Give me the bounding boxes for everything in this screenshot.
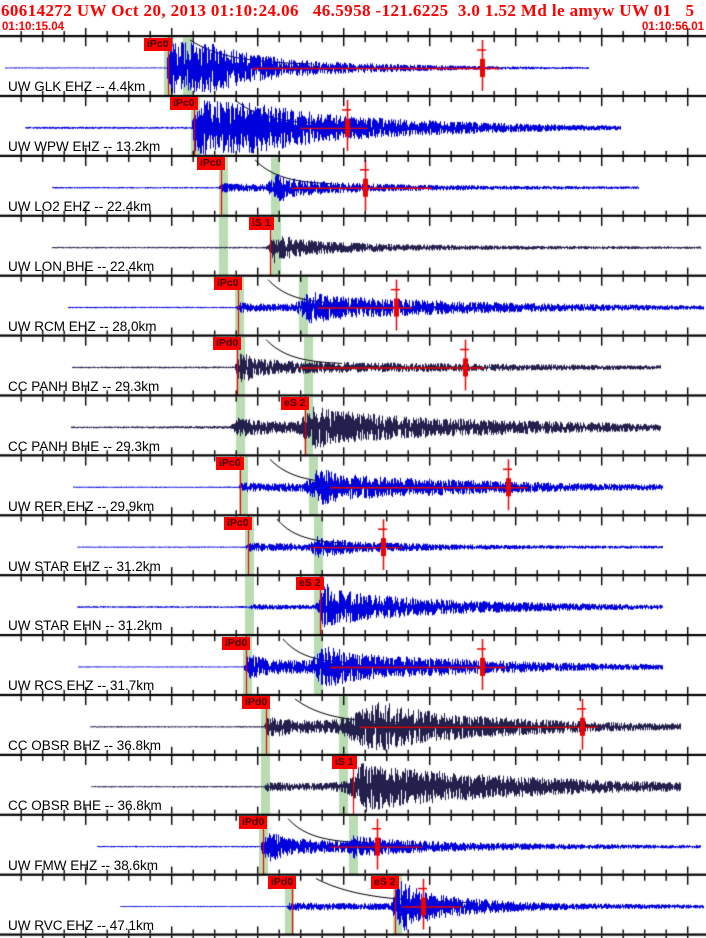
station-label: CC OBSR BHE -- 36.8km (8, 798, 162, 814)
phase-pick-flag[interactable]: iPd0 (268, 876, 297, 890)
trace-row-cc-panh-bhz[interactable]: CC PANH BHZ -- 29.3km iPd0 (0, 336, 706, 396)
phase-pick-flag[interactable]: eS 2 (371, 876, 399, 890)
station-label: UW RCS EHZ -- 31.7km (8, 678, 155, 694)
phase-pick-flag[interactable]: iS 1 (332, 756, 357, 770)
trace-row-uw-rer-ehz[interactable]: UW RER EHZ -- 29.9km iPc0 (0, 455, 706, 515)
trace-row-cc-panh-bhe[interactable]: CC PANH BHE -- 29.3km eS 2 (0, 395, 706, 455)
phase-pick-flag[interactable]: iPd0 (239, 816, 268, 830)
phase-pick-flag[interactable]: eS 2 (296, 576, 324, 590)
phase-pick-flag[interactable]: iPd0 (242, 696, 271, 710)
phase-pick-flag[interactable]: iPc0 (224, 516, 252, 530)
phase-pick-flag[interactable]: iS 1 (249, 217, 274, 231)
station-label: UW FMW EHZ -- 38.6km (8, 858, 158, 874)
station-label: UW LO2 EHZ -- 22.4km (8, 199, 152, 215)
trace-row-uw-wpw-ehz[interactable]: UW WPW EHZ -- 13.2km iPc0 (0, 96, 706, 156)
phase-pick-flag[interactable]: iPd0 (213, 337, 242, 350)
trace-row-uw-rcs-ehz[interactable]: UW RCS EHZ -- 31.7km iPd0 (0, 635, 706, 695)
trace-row-uw-star-ehn[interactable]: UW STAR EHN -- 31.2km eS 2 (0, 575, 706, 635)
station-label: UW GLK EHZ -- 4.4km (8, 79, 146, 95)
station-label: UW LON BHE -- 22.4km (8, 259, 155, 275)
trace-row-cc-obsr-bhz[interactable]: CC OBSR BHZ -- 36.8km iPd0 (0, 695, 706, 755)
phase-pick-flag[interactable]: iPc0 (144, 37, 172, 51)
phase-pick-flag[interactable]: iPc0 (170, 97, 198, 111)
phase-pick-flag[interactable]: iPc0 (214, 277, 242, 291)
window-end-time: 01:10:56.01 (641, 21, 704, 33)
station-label: UW WPW EHZ -- 13.2km (8, 139, 161, 155)
trace-row-uw-rcm-ehz[interactable]: UW RCM EHZ -- 28.0km iPc0 (0, 276, 706, 336)
trace-row-uw-lon-bhe[interactable]: UW LON BHE -- 22.4km iS 1 (0, 216, 706, 276)
phase-pick-flag[interactable]: iPc0 (197, 157, 225, 171)
trace-row-uw-star-ehz[interactable]: UW STAR EHZ -- 31.2km iPc0 (0, 515, 706, 575)
station-label: CC PANH BHE -- 29.3km (8, 438, 161, 454)
station-label: UW RVC EHZ -- 47.1km (8, 917, 155, 933)
station-label: UW STAR EHZ -- 31.2km (8, 558, 161, 574)
trace-row-uw-fmw-ehz[interactable]: UW FMW EHZ -- 38.6km iPd0 (0, 815, 706, 875)
phase-pick-flag[interactable]: iPd0 (222, 636, 251, 650)
time-window-bar: 01:10:15.04 01:10:56.01 (2, 21, 704, 33)
phase-pick-flag[interactable]: eS 2 (281, 396, 309, 410)
window-start-time: 01:10:15.04 (2, 21, 65, 33)
trace-row-cc-obsr-bhe[interactable]: CC OBSR BHE -- 36.8km iS 1 (0, 755, 706, 815)
trace-row-uw-rvc-ehz[interactable]: UW RVC EHZ -- 47.1km iPd0 eS 2 (0, 875, 706, 935)
station-label: UW RCM EHZ -- 28.0km (8, 318, 157, 334)
trace-row-uw-lo2-ehz[interactable]: UW LO2 EHZ -- 22.4km iPc0 (0, 156, 706, 216)
station-label: UW STAR EHN -- 31.2km (8, 618, 163, 634)
station-label: CC OBSR BHZ -- 36.8km (8, 738, 162, 754)
station-label: CC PANH BHZ -- 29.3km (8, 378, 160, 394)
trace-row-uw-glk-ehz[interactable]: UW GLK EHZ -- 4.4km iPc0 (0, 36, 706, 96)
phase-pick-flag[interactable]: iPc0 (216, 456, 244, 470)
station-label: UW RER EHZ -- 29.9km (8, 498, 155, 514)
event-summary-line: 60614272 UW Oct 20, 2013 01:10:24.06 46.… (1, 1, 695, 20)
